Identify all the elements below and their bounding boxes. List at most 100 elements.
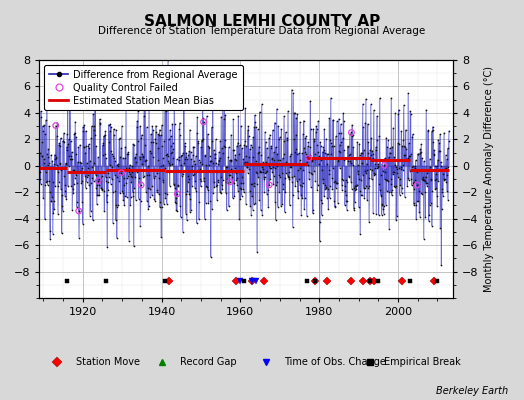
Text: Difference of Station Temperature Data from Regional Average: Difference of Station Temperature Data f… xyxy=(99,26,425,36)
Point xyxy=(387,176,395,183)
Point xyxy=(377,212,386,218)
Point xyxy=(99,152,107,158)
Point xyxy=(242,201,250,208)
Point xyxy=(438,189,446,195)
Point xyxy=(262,169,270,175)
Point xyxy=(177,152,185,159)
Point xyxy=(84,143,92,150)
Point xyxy=(430,147,439,153)
Point xyxy=(196,159,204,166)
Point xyxy=(234,113,243,119)
Point xyxy=(257,151,266,158)
Point xyxy=(107,148,115,154)
Point xyxy=(179,170,187,177)
Point xyxy=(363,150,372,156)
Point xyxy=(148,123,157,129)
Point xyxy=(190,170,199,177)
Point xyxy=(209,160,217,166)
Point xyxy=(347,179,355,185)
Point xyxy=(52,154,60,161)
Point xyxy=(119,175,128,182)
Point xyxy=(237,186,246,192)
Point xyxy=(99,142,107,148)
Point xyxy=(125,169,134,176)
Point xyxy=(285,169,293,176)
Point xyxy=(414,151,422,158)
Point xyxy=(123,175,131,182)
Point xyxy=(98,187,106,194)
Point xyxy=(343,207,351,213)
Point xyxy=(346,158,355,165)
Point xyxy=(324,206,333,212)
Point xyxy=(47,197,55,204)
Point xyxy=(149,139,158,145)
Point xyxy=(124,151,132,157)
Point xyxy=(143,172,151,178)
Point xyxy=(362,160,370,167)
Point xyxy=(64,183,72,189)
Point xyxy=(40,122,48,128)
Point xyxy=(292,132,300,139)
Point xyxy=(357,150,366,156)
Point xyxy=(53,183,62,189)
Point xyxy=(221,190,230,196)
Point xyxy=(313,187,321,193)
Point xyxy=(180,94,188,100)
Point xyxy=(312,126,321,132)
Point xyxy=(137,182,145,188)
Point xyxy=(203,183,211,190)
Point xyxy=(280,113,288,119)
Point xyxy=(325,195,334,201)
Point xyxy=(104,187,112,193)
Point xyxy=(372,211,380,217)
Point xyxy=(122,180,130,186)
Point xyxy=(162,200,171,207)
Point xyxy=(184,178,193,185)
Text: SALMON LEMHI COUNTY AP: SALMON LEMHI COUNTY AP xyxy=(144,14,380,29)
Point xyxy=(278,200,287,207)
Point xyxy=(438,185,446,192)
Point xyxy=(147,182,156,189)
Point xyxy=(96,184,105,191)
Point xyxy=(41,216,49,222)
Point xyxy=(126,171,134,178)
Point xyxy=(339,110,347,116)
Point xyxy=(197,178,205,184)
Point xyxy=(353,139,362,145)
Point xyxy=(230,180,238,186)
Point xyxy=(67,153,75,159)
Point xyxy=(54,142,63,148)
Point xyxy=(287,162,296,168)
Point xyxy=(310,138,318,144)
Point xyxy=(200,215,209,222)
Point xyxy=(66,156,74,163)
Point xyxy=(271,144,280,150)
Point xyxy=(116,134,124,141)
Point xyxy=(422,170,431,176)
Point xyxy=(327,151,335,157)
Point xyxy=(311,155,320,161)
Point xyxy=(268,169,277,176)
Point xyxy=(333,180,342,186)
Point xyxy=(94,192,102,198)
Point xyxy=(255,197,264,203)
Point xyxy=(163,191,171,197)
Point xyxy=(191,153,200,160)
Point xyxy=(411,176,420,183)
Point xyxy=(101,132,109,138)
Point xyxy=(165,160,173,166)
Point xyxy=(125,165,133,171)
Point xyxy=(81,172,89,179)
Point xyxy=(361,120,369,126)
Point xyxy=(318,212,326,218)
Point xyxy=(140,102,148,108)
Point xyxy=(199,95,207,102)
Point xyxy=(68,156,77,162)
Point xyxy=(269,173,278,179)
Point xyxy=(240,189,248,196)
Point xyxy=(387,189,395,196)
Point xyxy=(80,144,88,150)
Point xyxy=(35,162,43,169)
Point xyxy=(244,133,253,139)
Point xyxy=(395,106,403,113)
